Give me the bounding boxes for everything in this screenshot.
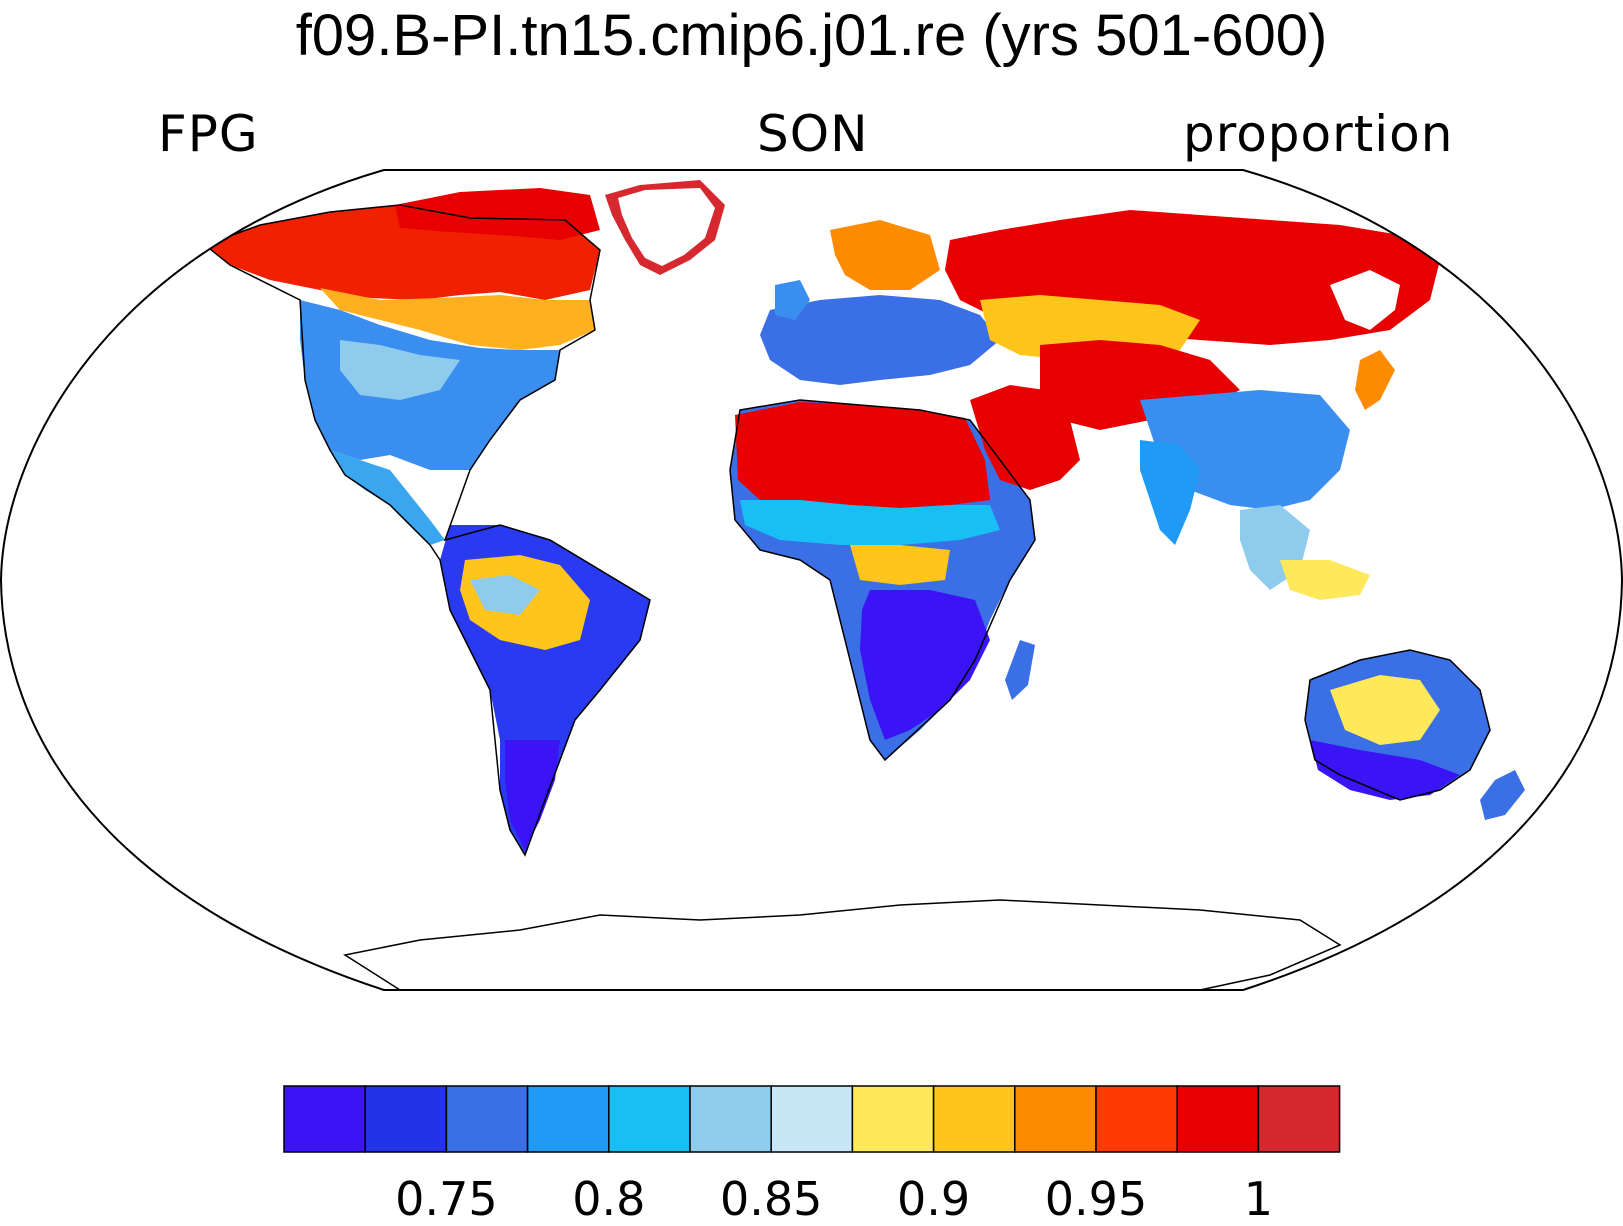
land-south-america-light bbox=[470, 575, 540, 615]
map-title: f09.B-PI.tn15.cmip6.j01.re (yrs 501-600) bbox=[295, 3, 1328, 68]
land-indonesia bbox=[1280, 560, 1370, 600]
season-label: SON bbox=[757, 105, 869, 163]
map-boundary bbox=[0, 169, 1623, 991]
colorbar-swatch bbox=[445, 1085, 529, 1153]
land-antarctica bbox=[343, 899, 1342, 990]
colorbar-swatch bbox=[932, 1085, 1016, 1153]
units-label: proportion bbox=[1183, 105, 1454, 163]
land-sahel bbox=[740, 500, 1000, 545]
land-usa-light bbox=[340, 340, 460, 400]
land-southern-africa bbox=[860, 590, 990, 740]
coastline-americas bbox=[203, 204, 651, 857]
land-uk bbox=[775, 280, 810, 320]
colorbar-tick-label: 0.85 bbox=[719, 1172, 823, 1226]
land-australia-interior bbox=[1330, 675, 1440, 745]
colorbar-swatch bbox=[851, 1085, 935, 1153]
colorbar-swatch bbox=[283, 1085, 366, 1153]
colorbar-tick-label: 0.9 bbox=[897, 1172, 971, 1226]
coastline-africa bbox=[729, 399, 1036, 762]
colorbar-tick-label: 0.95 bbox=[1044, 1172, 1148, 1226]
land-scandinavia bbox=[830, 220, 940, 290]
land-europe bbox=[760, 295, 1000, 385]
land-greenland bbox=[618, 188, 715, 266]
land-india bbox=[1140, 440, 1200, 545]
land-australia-south bbox=[1310, 740, 1460, 800]
colorbar-swatch bbox=[1014, 1085, 1097, 1153]
land-africa-orange-band bbox=[850, 545, 950, 585]
land-patagonia bbox=[505, 740, 560, 850]
land-sahara bbox=[735, 402, 990, 508]
colorbar-swatch bbox=[608, 1085, 691, 1153]
colorbar-tick-label: 1 bbox=[1243, 1172, 1274, 1226]
land-arabia bbox=[970, 385, 1080, 490]
colorbar-swatch bbox=[364, 1085, 448, 1153]
land-kamchatka bbox=[1330, 270, 1400, 330]
world-map bbox=[0, 169, 1623, 991]
colorbar-swatch bbox=[526, 1085, 610, 1153]
land-arctic-islands bbox=[395, 188, 600, 240]
colorbar-swatch bbox=[689, 1085, 772, 1153]
land-japan bbox=[1355, 350, 1395, 410]
land-canada-orange bbox=[320, 288, 595, 350]
variable-label: FPG bbox=[158, 105, 259, 163]
land-new-zealand bbox=[1480, 770, 1525, 820]
colorbar-swatch bbox=[1176, 1085, 1260, 1153]
colorbar-tick-label: 0.8 bbox=[572, 1172, 646, 1226]
colorbar-swatch bbox=[1095, 1085, 1178, 1153]
colorbar-tick-label: 0.75 bbox=[395, 1172, 498, 1226]
land-madagascar bbox=[1005, 640, 1035, 700]
coastline-australia bbox=[1304, 649, 1491, 801]
colorbar bbox=[283, 1085, 1341, 1153]
colorbar-swatch bbox=[770, 1085, 854, 1153]
colorbar-swatch bbox=[1257, 1085, 1341, 1153]
land-central-america bbox=[330, 450, 445, 545]
